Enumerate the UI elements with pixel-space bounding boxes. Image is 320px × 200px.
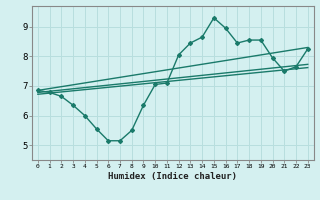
X-axis label: Humidex (Indice chaleur): Humidex (Indice chaleur)	[108, 172, 237, 181]
